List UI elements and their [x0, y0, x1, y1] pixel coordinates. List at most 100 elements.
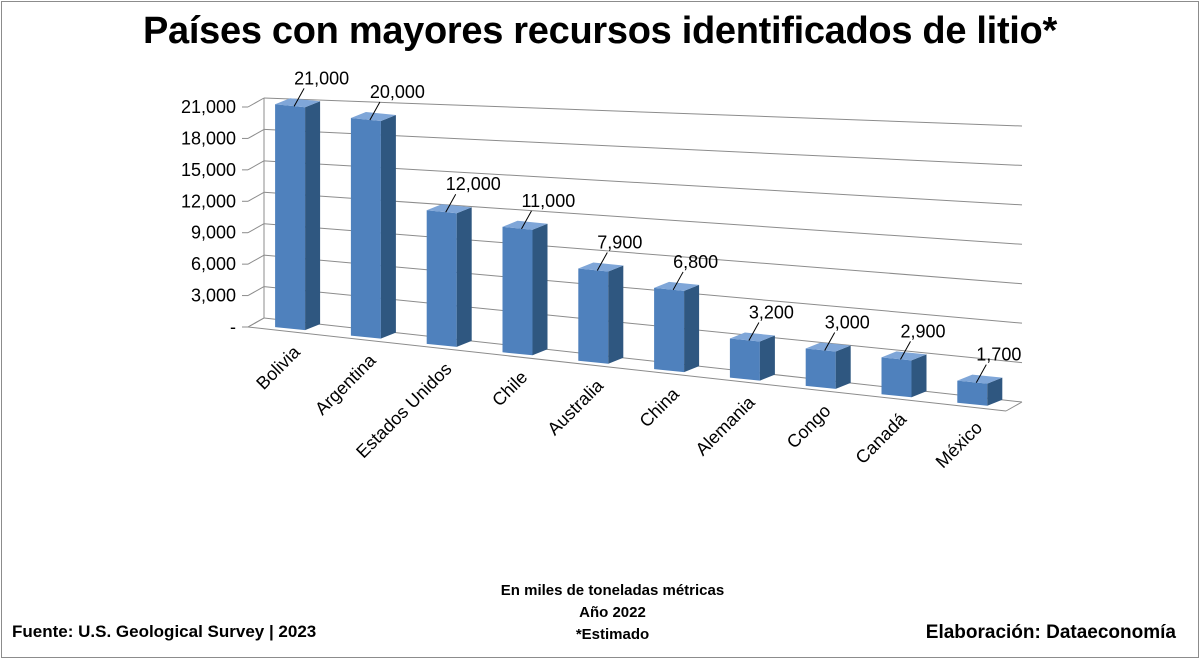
data-label-leader [596, 252, 608, 271]
bar-8 [805, 342, 851, 389]
gridline-side [247, 160, 265, 171]
bar-5 [578, 262, 624, 364]
bar-side [305, 101, 321, 331]
bar-front [426, 210, 457, 347]
y-tick-label: 15,000 [181, 160, 236, 180]
data-label: 2,900 [901, 321, 946, 341]
data-label: 1,700 [976, 345, 1021, 365]
bar-top [881, 351, 927, 361]
y-tick-label: 6,000 [191, 254, 236, 274]
bar-side [759, 335, 775, 381]
chart-notes: En miles de toneladas métricas Año 2022 … [400, 580, 825, 646]
credit-note: Elaboración: Dataeconomía [925, 622, 1176, 643]
y-tick-label: 3,000 [191, 286, 236, 306]
bar-side [456, 207, 472, 347]
x-tick-label: México [932, 417, 986, 471]
bar-side [684, 284, 700, 373]
data-label: 12,000 [446, 174, 501, 194]
bars [275, 98, 1003, 406]
gridline-side [247, 191, 265, 202]
x-tick-label: Canadá [852, 408, 911, 467]
gridline [263, 97, 1023, 127]
bar-top [654, 281, 700, 291]
data-label-leader [369, 101, 381, 121]
bar-side [835, 345, 851, 389]
bar-front [350, 118, 381, 339]
data-label-leader [293, 88, 305, 107]
bar-front [805, 348, 836, 389]
data-label: 3,000 [825, 313, 870, 333]
y-tick-label: 21,000 [181, 97, 236, 117]
bar-front [275, 104, 306, 331]
bar-top [426, 204, 472, 214]
bar-side [911, 354, 927, 398]
data-label-leader [521, 210, 532, 230]
gridline-side [247, 128, 265, 139]
gridline-side [247, 223, 265, 234]
bar-front [578, 268, 609, 364]
x-tick-label: Australia [543, 375, 607, 439]
bar-10 [957, 374, 1003, 406]
y-tick-label: - [230, 317, 236, 337]
data-label: 21,000 [294, 68, 349, 88]
bar-4 [502, 220, 548, 356]
x-tick-label: Bolivia [252, 341, 304, 393]
data-label-leader [748, 322, 760, 341]
data-label: 6,800 [673, 252, 718, 272]
x-tick-label: China [636, 383, 684, 431]
estimate-note: *Estimado [575, 626, 650, 643]
bar-6 [654, 281, 700, 373]
bar-front [654, 287, 685, 373]
floor-right-edge [1005, 401, 1023, 412]
bar-7 [729, 332, 775, 381]
gridline-side [247, 286, 265, 297]
data-label: 11,000 [522, 191, 576, 211]
floor-front-edge [247, 326, 1007, 412]
gridline-side [247, 317, 265, 328]
bar-9 [881, 351, 927, 398]
y-axis-ticks: - 3,000 6,000 9,000 12,000 15,000 18,000 21,000 [181, 97, 236, 337]
bar-top [350, 112, 396, 121]
bar-side [380, 115, 396, 339]
bar-top [729, 332, 775, 342]
bar-side [987, 377, 1003, 406]
source-note: Fuente: U.S. Geological Survey | 2023 [12, 622, 317, 641]
year-note: Año 2022 [579, 604, 646, 621]
x-tick-label: Alemania [692, 392, 760, 460]
data-label-leader [672, 271, 684, 291]
data-label: 3,200 [749, 302, 794, 322]
bar-front [881, 357, 912, 398]
data-label-leader [975, 364, 987, 383]
bar-front [502, 226, 533, 356]
gridline-side [247, 254, 265, 265]
y-tick-label: 18,000 [181, 128, 236, 148]
y-tick-label: 9,000 [191, 223, 236, 243]
data-label: 7,900 [597, 233, 642, 253]
data-label: 20,000 [370, 82, 425, 102]
bar-top [957, 374, 1003, 384]
data-label-leader [824, 332, 836, 351]
x-tick-label: Chile [488, 367, 531, 410]
chart-title: Países con mayores recursos identificado… [143, 10, 1057, 52]
bar-top [805, 342, 851, 352]
data-label-leader [900, 341, 911, 360]
bar-top [578, 262, 624, 272]
units-note: En miles de toneladas métricas [500, 582, 725, 599]
bar-front [957, 380, 988, 406]
bar-side [608, 265, 624, 364]
bar-top [275, 98, 321, 108]
bar-3 [426, 204, 472, 347]
gridline-side [247, 97, 265, 108]
bar-front [729, 338, 760, 381]
y-tick-label: 12,000 [181, 191, 236, 211]
bar-side [532, 223, 548, 356]
bar-top [502, 220, 548, 230]
data-labels: 21,000 20,000 12,000 11,000 7,900 6,800 3,200 3… [293, 68, 1021, 383]
bar-2 [350, 112, 396, 339]
data-label-leader [445, 193, 457, 213]
x-tick-label: Argentina [311, 350, 380, 419]
x-tick-label: Congo [783, 401, 835, 453]
bar-1 [275, 98, 321, 331]
